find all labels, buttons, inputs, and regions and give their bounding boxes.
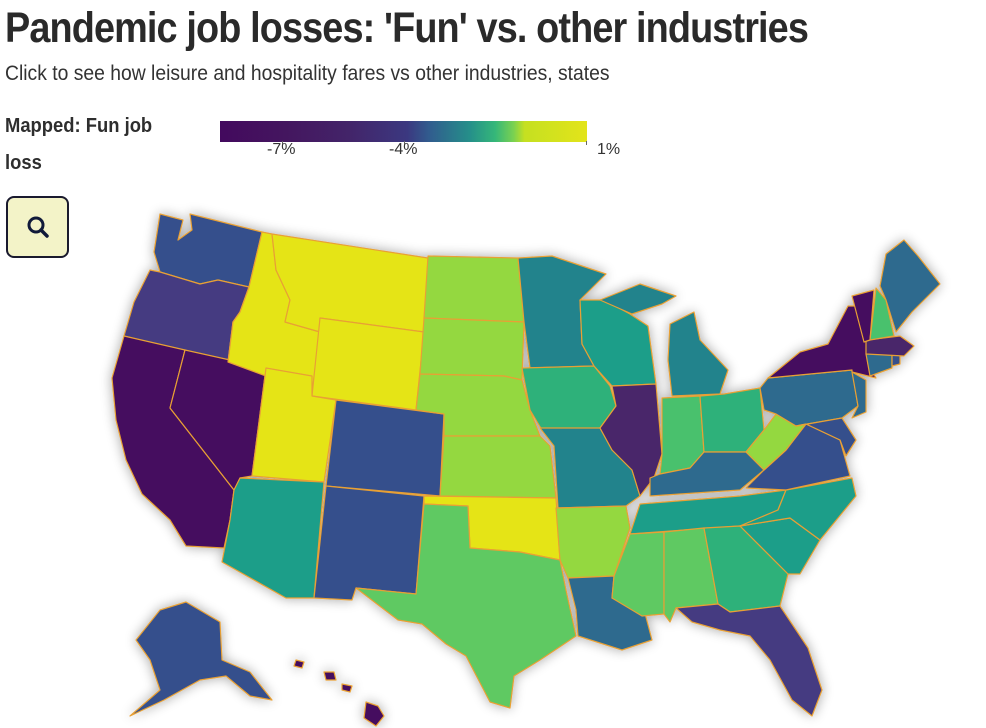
legend-color-scale	[220, 121, 587, 142]
legend-tick-mark	[282, 141, 283, 145]
legend-tick-label: 1%	[597, 141, 621, 158]
search-button[interactable]	[6, 196, 69, 258]
state-kansas[interactable]	[439, 435, 557, 499]
state-texas[interactable]	[355, 503, 577, 709]
state-hawaii[interactable]	[293, 659, 385, 727]
state-arizona[interactable]	[221, 477, 325, 599]
legend-label: Mapped: Fun job loss	[5, 115, 153, 174]
search-icon	[27, 216, 49, 238]
state-north-dakota[interactable]	[423, 255, 525, 323]
state-maryland-delaware[interactable]	[795, 417, 857, 457]
page-subtitle: Click to see how leisure and hospitality…	[5, 62, 610, 85]
state-wyoming[interactable]	[311, 317, 425, 411]
state-colorado[interactable]	[325, 399, 445, 497]
legend-tick-label: -4%	[389, 141, 418, 158]
legend-tick-mark	[404, 141, 405, 145]
legend-tick-label: -7%	[267, 141, 296, 158]
state-montana[interactable]	[271, 233, 429, 333]
legend-tick-mark	[586, 141, 587, 145]
state-new-mexico[interactable]	[313, 485, 425, 601]
state-new-jersey[interactable]	[851, 371, 867, 419]
state-maine[interactable]	[879, 239, 941, 333]
state-north-carolina[interactable]	[739, 477, 857, 541]
state-michigan[interactable]	[599, 283, 729, 397]
state-florida[interactable]	[675, 603, 823, 717]
state-massachusetts[interactable]	[865, 335, 915, 357]
state-alaska[interactable]	[129, 601, 273, 717]
state-new-hampshire[interactable]	[869, 287, 895, 341]
state-illinois[interactable]	[599, 383, 663, 497]
state-south-dakota[interactable]	[419, 317, 525, 381]
page-title: Pandemic job losses: 'Fun' vs. other ind…	[5, 4, 809, 52]
